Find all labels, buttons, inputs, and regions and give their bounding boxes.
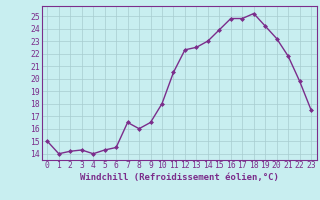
X-axis label: Windchill (Refroidissement éolien,°C): Windchill (Refroidissement éolien,°C) <box>80 173 279 182</box>
